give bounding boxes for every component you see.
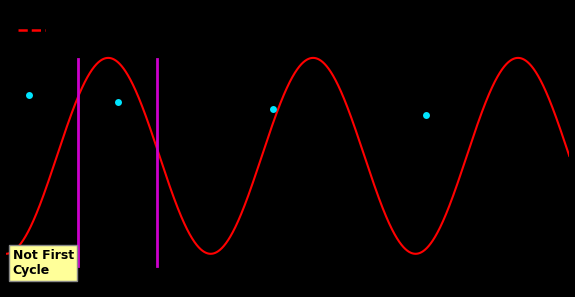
Text: Not First
Cycle: Not First Cycle bbox=[13, 249, 74, 277]
